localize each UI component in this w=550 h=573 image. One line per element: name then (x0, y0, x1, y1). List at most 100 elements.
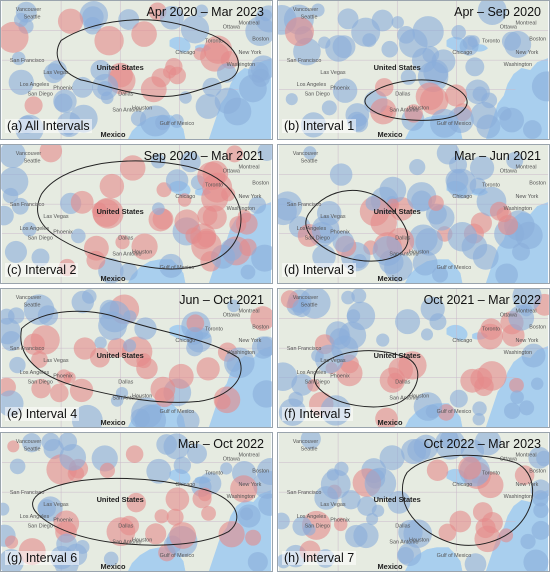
city-label: Houston (409, 393, 429, 399)
hotspot-circle (166, 508, 184, 526)
panel-date: Jun – Oct 2021 (179, 293, 264, 307)
coldspot-circle (37, 305, 59, 326)
hotspot-circle (192, 489, 212, 509)
coldspot-circle (180, 151, 201, 173)
panel-caption: (b) Interval 1 (282, 119, 357, 133)
panel-caption: (c) Interval 2 (5, 263, 79, 277)
coldspot-circle (439, 433, 459, 449)
coldspot-circle (320, 469, 351, 500)
coldspot-circle (9, 356, 26, 374)
city-label: Phoenix (53, 230, 73, 236)
city-label: Boston (252, 324, 269, 330)
coldspot-circle (252, 380, 272, 408)
city-label: San Diego (305, 524, 330, 530)
city-label: Houston (132, 249, 152, 255)
hotspot-circle (334, 517, 348, 532)
cluster-circles (1, 289, 272, 427)
hotspot-circle (168, 363, 194, 389)
hotspot-circle (7, 440, 20, 453)
coldspot-circle (240, 264, 256, 280)
coldspot-circle (1, 205, 14, 226)
city-labels: Seattle San Francisco Las Vegas Los Angeles… (287, 151, 546, 283)
hotspot-circle (218, 521, 245, 548)
hotspot-circle (86, 250, 106, 270)
city-label: San Antonio (389, 251, 418, 257)
coldspot-circle (430, 108, 459, 138)
city-label: Dallas (395, 524, 410, 530)
map-panel-a: Seattle San Francisco Las Vegas Los Angeles… (0, 0, 273, 140)
city-label: Seattle (24, 447, 41, 453)
coldspot-circle (214, 87, 241, 114)
city-label: New York (239, 482, 262, 488)
coldspot-circle (15, 1, 37, 23)
country-label-mx: Mexico (101, 130, 126, 139)
city-label: New York (516, 482, 539, 488)
city-label: Montreal (516, 165, 537, 171)
hotspot-circle (177, 193, 192, 207)
coldspot-circle (337, 8, 359, 30)
city-label: Phoenix (53, 86, 73, 92)
map-canvas-d: Seattle San Francisco Las Vegas Los Angeles… (278, 145, 549, 283)
city-label: Toronto (482, 38, 500, 44)
city-label: San Francisco (10, 346, 45, 352)
city-label: Washington (504, 206, 532, 212)
coldspot-circle (139, 105, 171, 137)
coldspot-circle (12, 51, 26, 66)
coldspot-circle (37, 499, 56, 518)
map-canvas-c: Seattle San Francisco Las Vegas Los Angeles… (1, 145, 272, 283)
coldspot-circle (97, 81, 113, 97)
city-label: Ottawa (223, 457, 240, 463)
coldspot-circle (8, 69, 34, 95)
hotspot-circle (214, 393, 231, 410)
hotspot-circle (398, 351, 427, 380)
country-label-mx: Mexico (378, 130, 403, 139)
city-label: Gulf of Mexico (160, 409, 195, 415)
coldspot-circle (43, 63, 64, 84)
city-label: Phoenix (53, 518, 73, 524)
country-label-us: United States (97, 207, 144, 216)
coldspot-circle (384, 253, 413, 282)
hotspot-circle (472, 502, 493, 522)
country-label-us: United States (97, 495, 144, 504)
city-label: New York (516, 194, 539, 200)
coldspot-circle (58, 433, 78, 451)
city-label: Houston (132, 393, 152, 399)
coldspot-circle (220, 462, 233, 475)
map-canvas-f: Seattle San Francisco Las Vegas Los Angeles… (278, 289, 549, 427)
city-label: New York (516, 50, 539, 56)
city-label: Toronto (205, 470, 223, 476)
coldspot-circle (245, 16, 272, 47)
hotspot-circle (73, 337, 96, 360)
city-label: San Diego (28, 92, 53, 98)
hotspot-circle (196, 357, 220, 381)
coldspot-circle (156, 434, 178, 455)
city-label: Toronto (205, 326, 223, 332)
city-label: New York (239, 194, 262, 200)
coldspot-circle (248, 196, 267, 214)
hotspot-circle (131, 233, 158, 260)
coldspot-circle (4, 240, 27, 263)
coldspot-circle (510, 390, 524, 404)
country-label-mx: Mexico (378, 274, 403, 283)
cluster-circles (278, 433, 549, 571)
hotspot-circle (458, 456, 482, 480)
coldspot-circle (224, 347, 255, 379)
city-label: Gulf of Mexico (437, 265, 472, 271)
city-label: Chicago (175, 338, 195, 344)
hotspot-circle (284, 17, 314, 47)
coldspot-circle (285, 93, 298, 106)
cluster-contour (20, 310, 242, 403)
city-label: Vancouver (16, 295, 42, 301)
city-label: Ottawa (223, 313, 240, 319)
city-labels: Seattle San Francisco Las Vegas Los Angeles… (287, 7, 546, 139)
hotspot-circle (460, 368, 485, 393)
coldspot-circle (459, 36, 479, 56)
hotspot-circle (480, 318, 502, 340)
city-label: Houston (132, 105, 152, 111)
city-label: Chicago (175, 194, 195, 200)
city-label: Washington (504, 62, 532, 68)
coldspot-circle (451, 25, 466, 40)
city-labels: Seattle San Francisco Las Vegas Los Angeles… (10, 295, 269, 427)
hotspot-circle (426, 459, 449, 482)
